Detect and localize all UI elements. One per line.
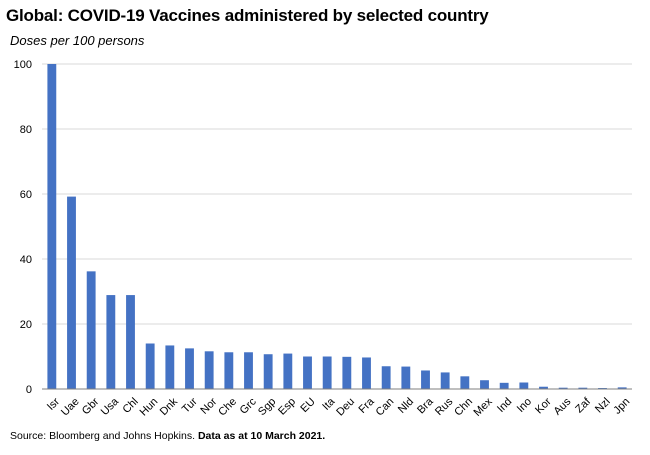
x-tick-label-can: Can xyxy=(374,396,397,419)
bar-hun xyxy=(145,343,155,389)
source-text: Source: Bloomberg and Johns Hopkins. xyxy=(10,430,196,442)
x-tick-label-eu: EU xyxy=(298,396,317,415)
x-tick-label-ino: Ino xyxy=(515,396,534,415)
x-tick-label-uae: Uae xyxy=(59,396,82,419)
bar-chn xyxy=(460,376,470,389)
bar-mex xyxy=(480,380,489,389)
x-tick-label-esp: Esp xyxy=(276,396,298,418)
bar-can xyxy=(381,366,391,389)
bar-rus xyxy=(440,372,450,389)
x-tick-label-tur: Tur xyxy=(180,395,200,415)
x-tick-label-grc: Grc xyxy=(238,395,259,416)
x-tick-label-chl: Chl xyxy=(121,396,141,416)
bar-usa xyxy=(106,295,116,389)
x-tick-label-ind: Ind xyxy=(495,396,514,415)
x-tick-label-hun: Hun xyxy=(138,396,161,419)
bar-kor xyxy=(539,386,548,389)
bar-ind xyxy=(499,382,509,389)
x-tick-label-mex: Mex xyxy=(472,395,496,419)
bar-sgp xyxy=(263,354,273,389)
bar-nld xyxy=(401,366,411,389)
bar-grc xyxy=(244,352,253,389)
x-tick-label-che: Che xyxy=(216,396,239,419)
chart-subtitle: Doses per 100 persons xyxy=(10,33,145,48)
x-tick-label-kor: Kor xyxy=(533,395,554,416)
bar-ita xyxy=(322,356,332,389)
bar-che xyxy=(224,352,234,389)
x-tick-label-aus: Aus xyxy=(551,395,573,417)
bar-fra xyxy=(362,357,371,389)
bar-bra xyxy=(421,370,430,389)
bar-zaf xyxy=(578,387,588,389)
bar-ino xyxy=(519,382,529,389)
x-tick-label-bra: Bra xyxy=(415,395,436,416)
x-tick-label-gbr: Gbr xyxy=(80,395,102,417)
x-tick-label-usa: Usa xyxy=(99,395,122,418)
bar-eu xyxy=(303,356,312,389)
bar-uae xyxy=(67,196,76,389)
data-date-note: Data as at 10 March 2021. xyxy=(197,430,326,442)
x-tick-label-chn: Chn xyxy=(452,396,475,419)
bar-deu xyxy=(342,356,352,389)
chart-source: Source: Bloomberg and Johns Hopkins. Dat… xyxy=(10,430,325,442)
y-tick-label: 60 xyxy=(20,189,32,201)
bar-chl xyxy=(126,295,135,389)
bars xyxy=(47,64,627,389)
y-tick-label: 100 xyxy=(14,59,32,71)
x-tick-label-zaf: Zaf xyxy=(573,395,593,415)
x-tick-label-jpn: Jpn xyxy=(611,396,632,417)
y-tick-label: 80 xyxy=(20,124,32,136)
x-tick-label-nld: Nld xyxy=(396,396,416,416)
y-tick-label: 0 xyxy=(26,384,32,396)
y-tick-label: 40 xyxy=(20,254,32,266)
y-tick-label: 20 xyxy=(20,319,32,331)
bar-tur xyxy=(185,348,194,389)
y-axis-ticks: 0 20 40 60 80 100 xyxy=(14,59,32,396)
x-tick-label-nzl: Nzl xyxy=(593,396,613,416)
bar-aus xyxy=(558,387,568,389)
x-tick-label-sgp: Sgp xyxy=(256,396,278,418)
chart-title: Global: COVID-19 Vaccines administered b… xyxy=(6,6,489,25)
x-tick-label-nor: Nor xyxy=(198,395,219,416)
bar-nor xyxy=(204,351,214,389)
x-tick-label-deu: Deu xyxy=(334,396,357,419)
x-tick-label-dnk: Dnk xyxy=(158,395,181,418)
bar-esp xyxy=(283,353,293,389)
bar-isr xyxy=(47,64,57,389)
gridlines xyxy=(42,63,632,325)
bar-dnk xyxy=(165,345,175,389)
bar-jpn xyxy=(617,387,627,389)
bar-gbr xyxy=(86,271,96,389)
x-tick-label-rus: Rus xyxy=(433,395,456,418)
x-tick-label-fra: Fra xyxy=(357,395,378,416)
